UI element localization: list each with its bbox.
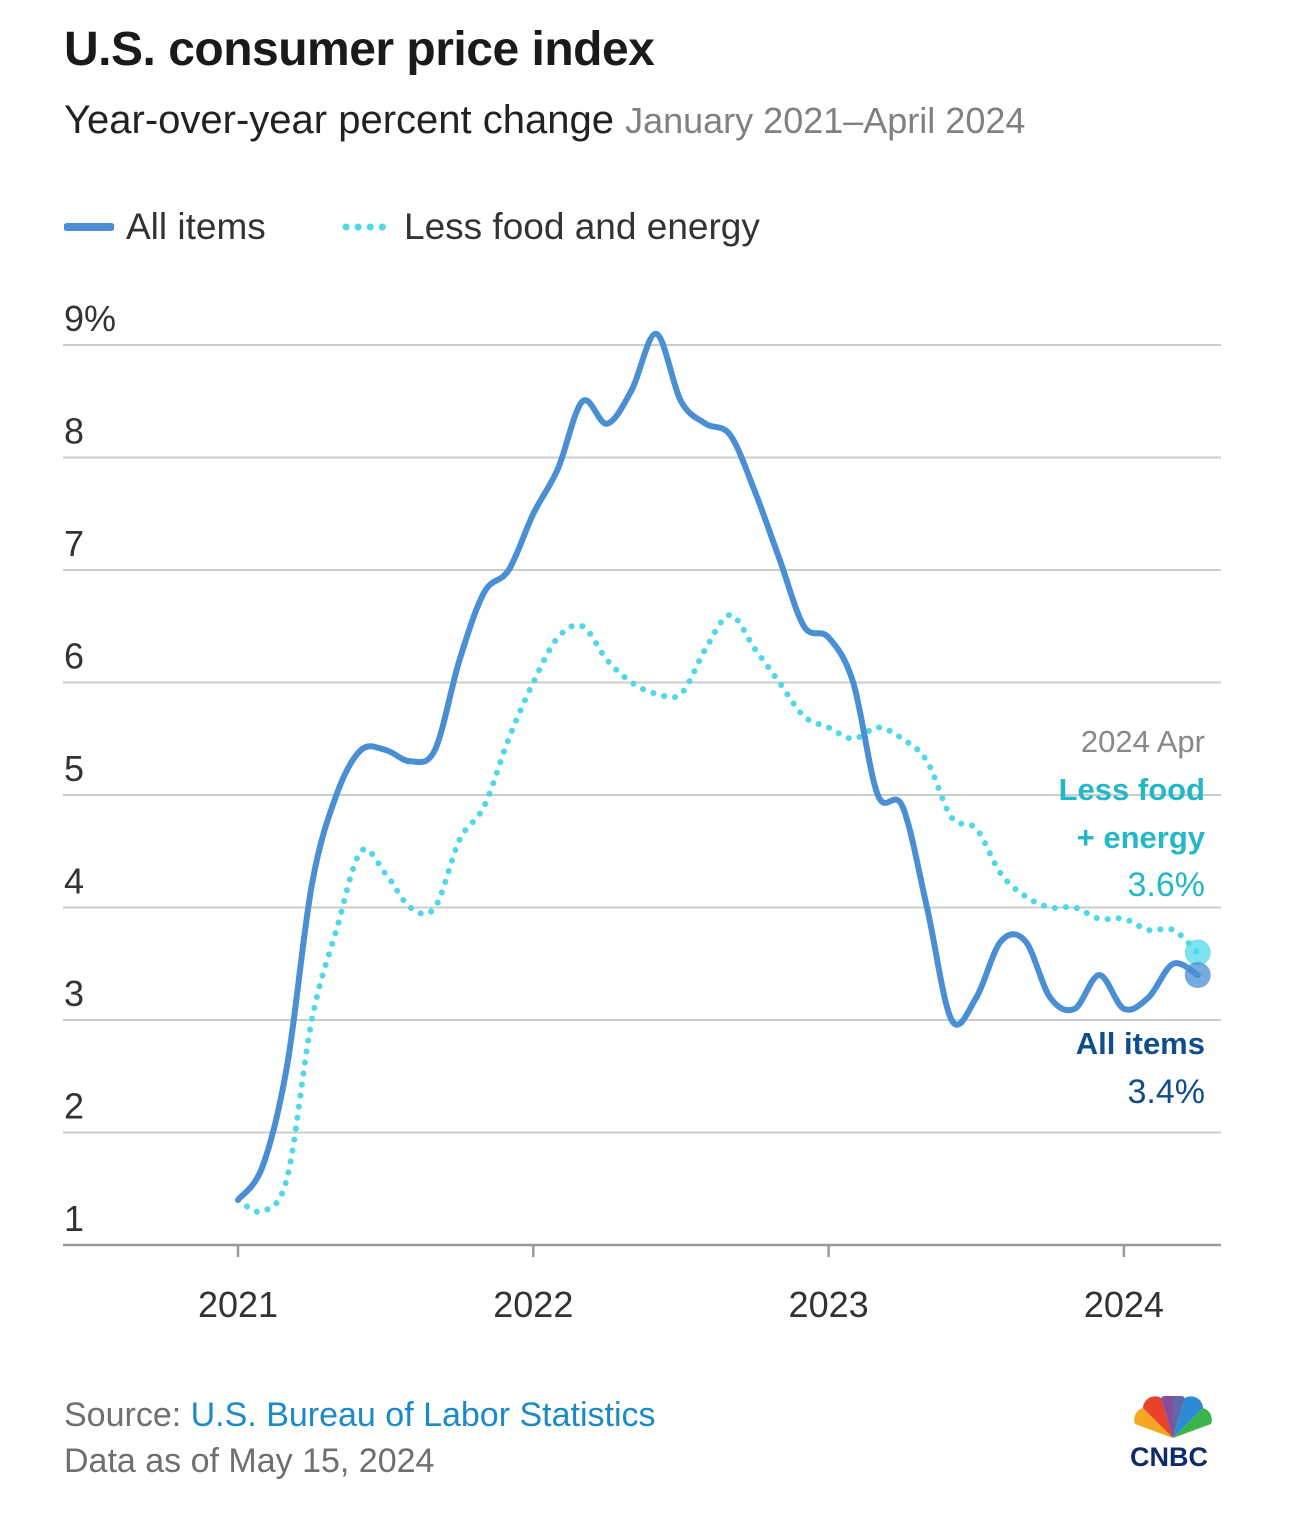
legend-label-core: Less food and energy (404, 206, 760, 247)
y-tick-label: 9% (64, 298, 116, 339)
annotation-core-label: + energy (1077, 820, 1206, 855)
footer: Source: U.S. Bureau of Labor Statistics … (64, 1392, 656, 1484)
legend-label-all-items: All items (126, 206, 266, 247)
y-tick-label: 6 (64, 636, 84, 677)
y-tick-label: 2 (64, 1086, 84, 1127)
x-tick-label: 2023 (789, 1284, 869, 1325)
annotation-date: 2024 Apr (1081, 724, 1205, 759)
chart-title: U.S. consumer price index (64, 23, 655, 76)
line-chart: 9% 8 7 6 5 4 3 2 1 2021 2022 2023 2024 2024 Apr Less f… (63, 298, 1221, 1325)
legend-swatch-dotted (342, 223, 392, 231)
peacock-logo-icon (1134, 1396, 1212, 1438)
endpoint-marker-all-items (1184, 962, 1211, 988)
y-tick-label: 1 (64, 1198, 84, 1239)
source-link[interactable]: U.S. Bureau of Labor Statistics (190, 1396, 656, 1434)
annotation-core-value: 3.6% (1128, 866, 1206, 904)
y-tick-label: 8 (64, 411, 84, 452)
series-line-all-items (235, 330, 1201, 1203)
y-tick-label: 5 (64, 748, 84, 789)
x-tick-label: 2021 (198, 1284, 278, 1325)
series-line-less-food-and-energy (235, 611, 1201, 1215)
x-tick-label: 2022 (493, 1284, 573, 1325)
logo-text: CNBC (1130, 1442, 1208, 1472)
source-line: Source: U.S. Bureau of Labor Statistics (64, 1392, 656, 1438)
source-prefix: Source: (64, 1396, 191, 1434)
annotation-all-value: 3.4% (1128, 1073, 1206, 1111)
legend-swatch-solid (64, 223, 114, 231)
annotation-all-label: All items (1076, 1026, 1205, 1061)
y-tick-label: 4 (64, 861, 84, 902)
y-tick-label: 7 (64, 523, 84, 564)
y-tick-label: 3 (64, 973, 84, 1014)
data-as-of: Data as of May 15, 2024 (64, 1442, 435, 1480)
date-range: January 2021–April 2024 (625, 100, 1026, 141)
chart-subtitle: Year-over-year percent change January 20… (64, 98, 1025, 143)
endpoint-marker-core (1184, 939, 1211, 966)
x-tick-label: 2024 (1084, 1284, 1164, 1325)
annotation-core-label: Less food (1059, 772, 1205, 807)
subtitle-text: Year-over-year percent change (64, 98, 614, 142)
